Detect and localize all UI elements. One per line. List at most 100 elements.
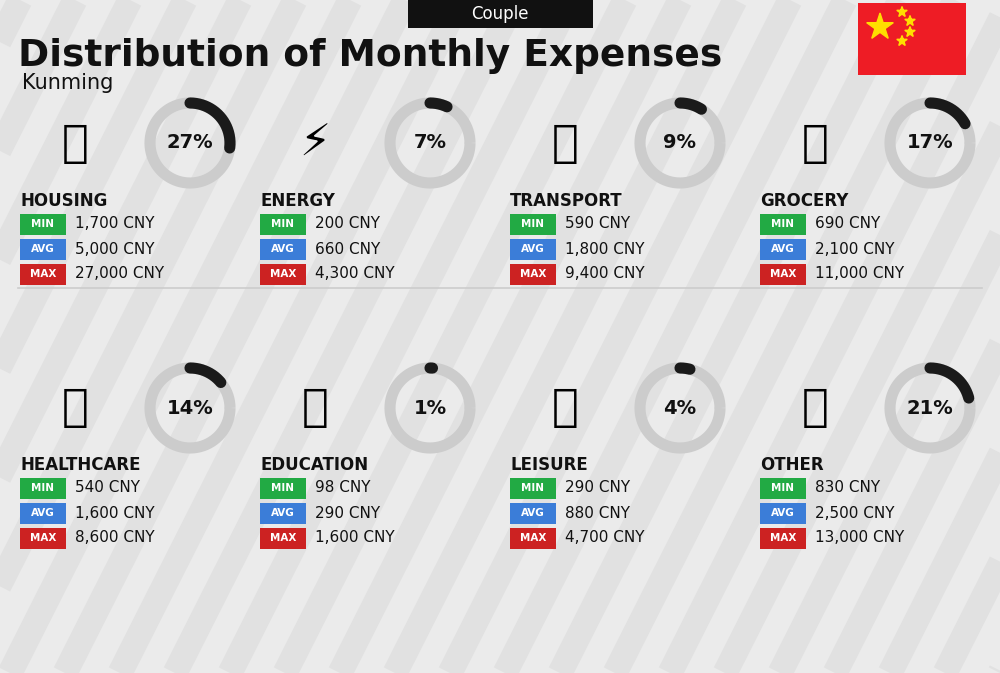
- FancyBboxPatch shape: [260, 478, 306, 499]
- Text: MAX: MAX: [270, 269, 296, 279]
- Text: LEISURE: LEISURE: [510, 456, 588, 474]
- Text: 830 CNY: 830 CNY: [815, 481, 880, 495]
- Text: MIN: MIN: [772, 483, 794, 493]
- Text: MAX: MAX: [30, 269, 56, 279]
- Text: 27%: 27%: [167, 133, 213, 153]
- FancyBboxPatch shape: [260, 238, 306, 260]
- Text: 27,000 CNY: 27,000 CNY: [75, 267, 164, 281]
- Text: GROCERY: GROCERY: [760, 192, 848, 210]
- Text: 98 CNY: 98 CNY: [315, 481, 370, 495]
- FancyBboxPatch shape: [510, 478, 556, 499]
- Text: 9,400 CNY: 9,400 CNY: [565, 267, 645, 281]
- Text: 1,800 CNY: 1,800 CNY: [565, 242, 644, 256]
- Text: MAX: MAX: [520, 269, 546, 279]
- Polygon shape: [897, 36, 907, 46]
- FancyBboxPatch shape: [510, 264, 556, 285]
- Text: 540 CNY: 540 CNY: [75, 481, 140, 495]
- Text: MAX: MAX: [30, 533, 56, 543]
- Polygon shape: [897, 7, 907, 16]
- Text: 200 CNY: 200 CNY: [315, 217, 380, 232]
- FancyBboxPatch shape: [20, 528, 66, 548]
- Text: MAX: MAX: [270, 533, 296, 543]
- FancyBboxPatch shape: [510, 238, 556, 260]
- Text: 13,000 CNY: 13,000 CNY: [815, 530, 904, 546]
- Text: ⚡: ⚡: [299, 122, 331, 164]
- FancyBboxPatch shape: [760, 478, 806, 499]
- FancyBboxPatch shape: [760, 264, 806, 285]
- Text: 590 CNY: 590 CNY: [565, 217, 630, 232]
- Text: 🚌: 🚌: [552, 122, 578, 164]
- Text: 🏢: 🏢: [62, 122, 88, 164]
- FancyBboxPatch shape: [510, 503, 556, 524]
- Text: 1%: 1%: [413, 398, 447, 417]
- Text: AVG: AVG: [31, 508, 55, 518]
- Text: MIN: MIN: [522, 219, 544, 229]
- Text: 290 CNY: 290 CNY: [315, 505, 380, 520]
- Text: 4,300 CNY: 4,300 CNY: [315, 267, 395, 281]
- Text: 🛒: 🛒: [802, 122, 828, 164]
- Text: 9%: 9%: [664, 133, 696, 153]
- Text: 14%: 14%: [167, 398, 213, 417]
- FancyBboxPatch shape: [20, 503, 66, 524]
- Text: 5,000 CNY: 5,000 CNY: [75, 242, 154, 256]
- Text: 660 CNY: 660 CNY: [315, 242, 380, 256]
- Text: AVG: AVG: [771, 508, 795, 518]
- Text: 21%: 21%: [907, 398, 953, 417]
- Text: MIN: MIN: [272, 483, 294, 493]
- Text: MAX: MAX: [770, 269, 796, 279]
- Text: 🩺: 🩺: [62, 386, 88, 429]
- Text: 7%: 7%: [414, 133, 446, 153]
- Text: ENERGY: ENERGY: [260, 192, 335, 210]
- Text: HEALTHCARE: HEALTHCARE: [20, 456, 140, 474]
- Text: 880 CNY: 880 CNY: [565, 505, 630, 520]
- Text: AVG: AVG: [521, 244, 545, 254]
- Text: 4%: 4%: [663, 398, 697, 417]
- Text: MIN: MIN: [522, 483, 544, 493]
- FancyBboxPatch shape: [760, 238, 806, 260]
- Text: OTHER: OTHER: [760, 456, 824, 474]
- Text: MAX: MAX: [770, 533, 796, 543]
- Polygon shape: [905, 26, 915, 36]
- FancyBboxPatch shape: [260, 264, 306, 285]
- Text: MIN: MIN: [32, 219, 54, 229]
- Text: 690 CNY: 690 CNY: [815, 217, 880, 232]
- Text: MIN: MIN: [272, 219, 294, 229]
- FancyBboxPatch shape: [760, 213, 806, 234]
- Text: 1,600 CNY: 1,600 CNY: [75, 505, 155, 520]
- Text: AVG: AVG: [271, 244, 295, 254]
- Text: AVG: AVG: [31, 244, 55, 254]
- Text: MIN: MIN: [772, 219, 794, 229]
- Text: MIN: MIN: [32, 483, 54, 493]
- FancyBboxPatch shape: [408, 0, 592, 28]
- FancyBboxPatch shape: [260, 503, 306, 524]
- Text: HOUSING: HOUSING: [20, 192, 107, 210]
- Text: 💰: 💰: [802, 386, 828, 429]
- Text: AVG: AVG: [271, 508, 295, 518]
- Text: Couple: Couple: [471, 5, 529, 23]
- Polygon shape: [905, 15, 915, 26]
- FancyBboxPatch shape: [20, 213, 66, 234]
- Text: AVG: AVG: [521, 508, 545, 518]
- Text: 2,500 CNY: 2,500 CNY: [815, 505, 895, 520]
- Text: 🎓: 🎓: [302, 386, 328, 429]
- Polygon shape: [867, 13, 893, 38]
- Text: TRANSPORT: TRANSPORT: [510, 192, 623, 210]
- FancyBboxPatch shape: [20, 478, 66, 499]
- FancyBboxPatch shape: [510, 528, 556, 548]
- Text: 17%: 17%: [907, 133, 953, 153]
- Text: Distribution of Monthly Expenses: Distribution of Monthly Expenses: [18, 38, 722, 74]
- FancyBboxPatch shape: [260, 213, 306, 234]
- Text: 8,600 CNY: 8,600 CNY: [75, 530, 155, 546]
- Text: 2,100 CNY: 2,100 CNY: [815, 242, 895, 256]
- FancyBboxPatch shape: [20, 264, 66, 285]
- Text: AVG: AVG: [771, 244, 795, 254]
- Text: 11,000 CNY: 11,000 CNY: [815, 267, 904, 281]
- FancyBboxPatch shape: [760, 503, 806, 524]
- Text: 290 CNY: 290 CNY: [565, 481, 630, 495]
- FancyBboxPatch shape: [858, 3, 966, 75]
- FancyBboxPatch shape: [20, 238, 66, 260]
- Text: 1,700 CNY: 1,700 CNY: [75, 217, 154, 232]
- Text: 🛍️: 🛍️: [552, 386, 578, 429]
- FancyBboxPatch shape: [260, 528, 306, 548]
- Text: MAX: MAX: [520, 533, 546, 543]
